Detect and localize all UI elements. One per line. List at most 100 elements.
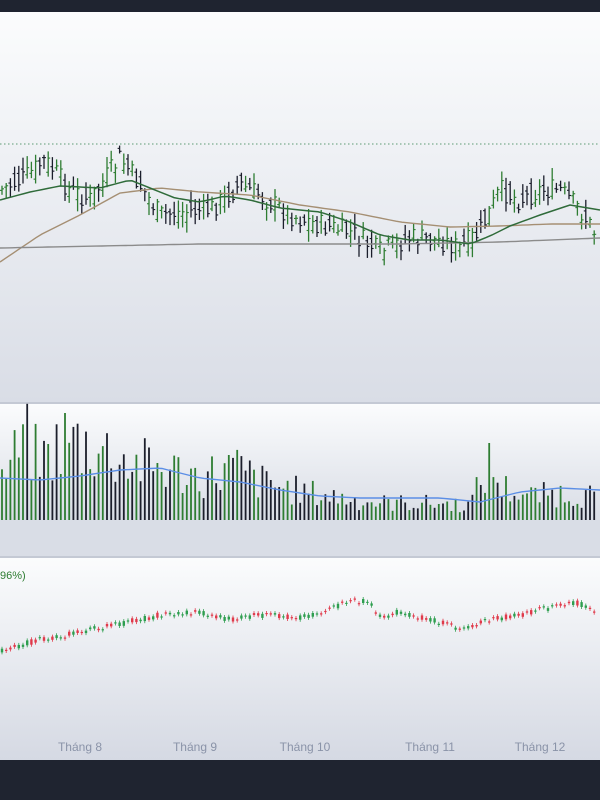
volume-bar xyxy=(1,469,3,520)
volume-bar xyxy=(265,471,268,520)
comparison-candle xyxy=(282,616,285,618)
volume-bar xyxy=(9,459,12,520)
comparison-candle xyxy=(139,619,142,622)
volume-bar xyxy=(152,471,155,520)
volume-panel[interactable] xyxy=(0,404,600,520)
volume-bar xyxy=(89,469,92,520)
volume-bar xyxy=(101,446,104,520)
volume-bar xyxy=(521,494,524,520)
comparison-candle xyxy=(307,614,310,618)
comparison-candle xyxy=(76,630,79,633)
volume-bar xyxy=(484,492,486,520)
volume-bar xyxy=(337,503,339,520)
volume-bar xyxy=(143,438,146,520)
comparison-candle xyxy=(185,610,188,615)
comparison-candle xyxy=(521,613,524,617)
volume-bar xyxy=(324,494,327,520)
volume-bar xyxy=(34,423,37,520)
volume-bar xyxy=(55,424,58,520)
volume-panel-footer xyxy=(0,520,600,556)
volume-bar xyxy=(425,494,428,520)
comparison-candle xyxy=(525,611,529,613)
comparison-candle xyxy=(475,625,478,627)
comparison-candle xyxy=(5,649,8,651)
comparison-candle xyxy=(479,620,482,624)
comparison-candle xyxy=(227,616,230,620)
volume-bar xyxy=(513,495,516,520)
comparison-candle xyxy=(341,601,344,603)
comparison-candle xyxy=(458,628,461,630)
comparison-candle xyxy=(584,605,587,608)
volume-bar xyxy=(349,502,352,520)
comparison-candle xyxy=(412,615,415,617)
volume-bar xyxy=(244,470,247,520)
volume-bar xyxy=(408,510,411,520)
comparison-candle xyxy=(425,618,428,620)
comparison-candle xyxy=(240,615,243,619)
volume-bar xyxy=(156,463,159,520)
comparison-candle xyxy=(563,605,566,607)
volume-bar xyxy=(328,501,331,520)
volume-bar xyxy=(530,487,533,520)
volume-bar xyxy=(269,480,272,520)
comparison-candle xyxy=(488,621,491,623)
comparison-candle xyxy=(118,622,121,626)
volume-bar xyxy=(22,424,24,520)
comparison-candle xyxy=(219,615,222,618)
volume-bar xyxy=(68,442,71,520)
volume-bar xyxy=(232,457,234,520)
volume-bar xyxy=(387,499,390,520)
comparison-candle xyxy=(454,627,457,630)
volume-bar xyxy=(311,480,314,520)
comparison-candle xyxy=(509,615,512,619)
volume-bar xyxy=(64,413,66,520)
comparison-candle xyxy=(198,610,201,614)
volume-bar xyxy=(248,460,251,520)
comparison-candle xyxy=(9,647,12,650)
volume-bar xyxy=(261,465,264,520)
comparison-candle xyxy=(404,613,407,616)
comparison-candle xyxy=(42,637,46,641)
volume-bar xyxy=(538,502,541,520)
volume-bar xyxy=(509,501,512,520)
comparison-candle xyxy=(429,618,432,622)
volume-bar xyxy=(299,502,302,520)
comparison-candle xyxy=(299,615,302,620)
comparison-candle xyxy=(21,644,25,647)
comparison-candle xyxy=(265,613,268,615)
comparison-candle xyxy=(294,618,298,620)
comparison-candle xyxy=(336,603,340,609)
volume-bar xyxy=(135,454,138,520)
comparison-candle xyxy=(496,616,499,620)
comparison-panel[interactable] xyxy=(0,558,600,760)
volume-moving-average xyxy=(0,467,600,503)
comparison-candles xyxy=(0,596,596,655)
comparison-candle xyxy=(63,637,67,639)
comparison-candle xyxy=(328,607,331,609)
volume-bar xyxy=(295,475,297,520)
volume-bar xyxy=(433,507,436,520)
comparison-candle xyxy=(168,612,172,615)
volume-bar xyxy=(412,507,415,520)
volume-bar xyxy=(421,502,423,520)
comparison-candle xyxy=(38,637,41,639)
volume-bar xyxy=(211,456,213,520)
comparison-candle xyxy=(357,603,361,605)
comparison-candle xyxy=(320,613,323,615)
comparison-candle xyxy=(588,607,592,609)
comparison-candle xyxy=(236,619,239,621)
volume-bar xyxy=(320,500,323,520)
comparison-candle xyxy=(59,637,62,639)
volume-bar xyxy=(395,499,398,520)
comparison-candle xyxy=(353,598,356,600)
comparison-candle xyxy=(173,615,176,617)
volume-bar xyxy=(442,503,444,520)
volume-bar xyxy=(404,502,407,520)
volume-bar xyxy=(97,453,100,520)
volume-bar xyxy=(148,447,150,520)
comparison-candle xyxy=(273,613,277,615)
comparison-candle xyxy=(51,636,54,640)
price-panel[interactable] xyxy=(0,12,600,402)
comparison-candle xyxy=(13,644,16,647)
volume-bar xyxy=(467,501,470,520)
